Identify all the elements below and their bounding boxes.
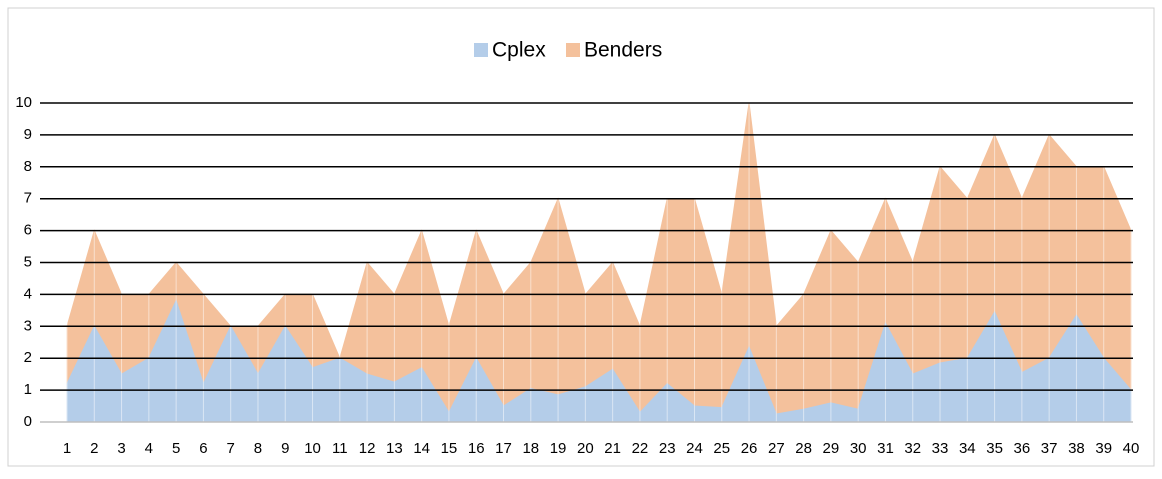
x-tick-label: 6 [199,440,207,457]
x-tick-label: 36 [1014,440,1031,457]
x-tick-label: 24 [686,440,703,457]
y-tick-label: 10 [15,94,32,111]
legend-swatch [474,43,488,57]
y-tick-label: 3 [24,317,32,334]
x-tick-label: 23 [659,440,676,457]
x-tick-label: 29 [823,440,840,457]
y-tick-label: 2 [24,349,32,366]
x-tick-label: 30 [850,440,867,457]
x-tick-label: 26 [741,440,758,457]
x-tick-label: 2 [90,440,98,457]
x-tick-label: 16 [468,440,485,457]
x-tick-label: 40 [1123,440,1140,457]
x-tick-label: 14 [413,440,430,457]
x-tick-label: 10 [304,440,321,457]
x-tick-label: 3 [117,440,125,457]
legend-label: Benders [584,39,662,62]
y-tick-label: 1 [24,381,32,398]
x-tick-label: 39 [1095,440,1112,457]
y-tick-label: 6 [24,222,32,239]
x-tick-label: 7 [227,440,235,457]
x-tick-label: 38 [1068,440,1085,457]
y-tick-label: 4 [24,285,32,302]
x-tick-label: 34 [959,440,976,457]
legend-swatch [566,43,580,57]
x-tick-label: 32 [904,440,921,457]
x-tick-label: 25 [713,440,730,457]
x-tick-label: 4 [145,440,153,457]
x-tick-label: 22 [632,440,649,457]
y-tick-label: 7 [24,190,32,207]
x-tick-label: 19 [550,440,567,457]
y-tick-label: 5 [24,253,32,270]
x-tick-label: 21 [604,440,621,457]
legend-label: Cplex [492,39,546,62]
x-tick-label: 20 [577,440,594,457]
x-tick-label: 33 [932,440,949,457]
x-tick-label: 27 [768,440,785,457]
y-tick-label: 9 [24,126,32,143]
x-tick-label: 28 [795,440,812,457]
x-tick-label: 12 [359,440,376,457]
y-tick-label: 0 [24,413,32,430]
x-tick-label: 17 [495,440,512,457]
x-tick-label: 5 [172,440,180,457]
x-tick-label: 18 [522,440,539,457]
y-tick-label: 8 [24,158,32,175]
x-tick-label: 11 [332,440,348,457]
x-tick-label: 37 [1041,440,1058,457]
x-tick-label: 31 [877,440,894,457]
x-tick-label: 35 [986,440,1003,457]
x-tick-label: 13 [386,440,403,457]
x-tick-label: 9 [281,440,289,457]
x-tick-label: 1 [63,440,71,457]
x-tick-label: 8 [254,440,262,457]
x-tick-label: 15 [441,440,458,457]
